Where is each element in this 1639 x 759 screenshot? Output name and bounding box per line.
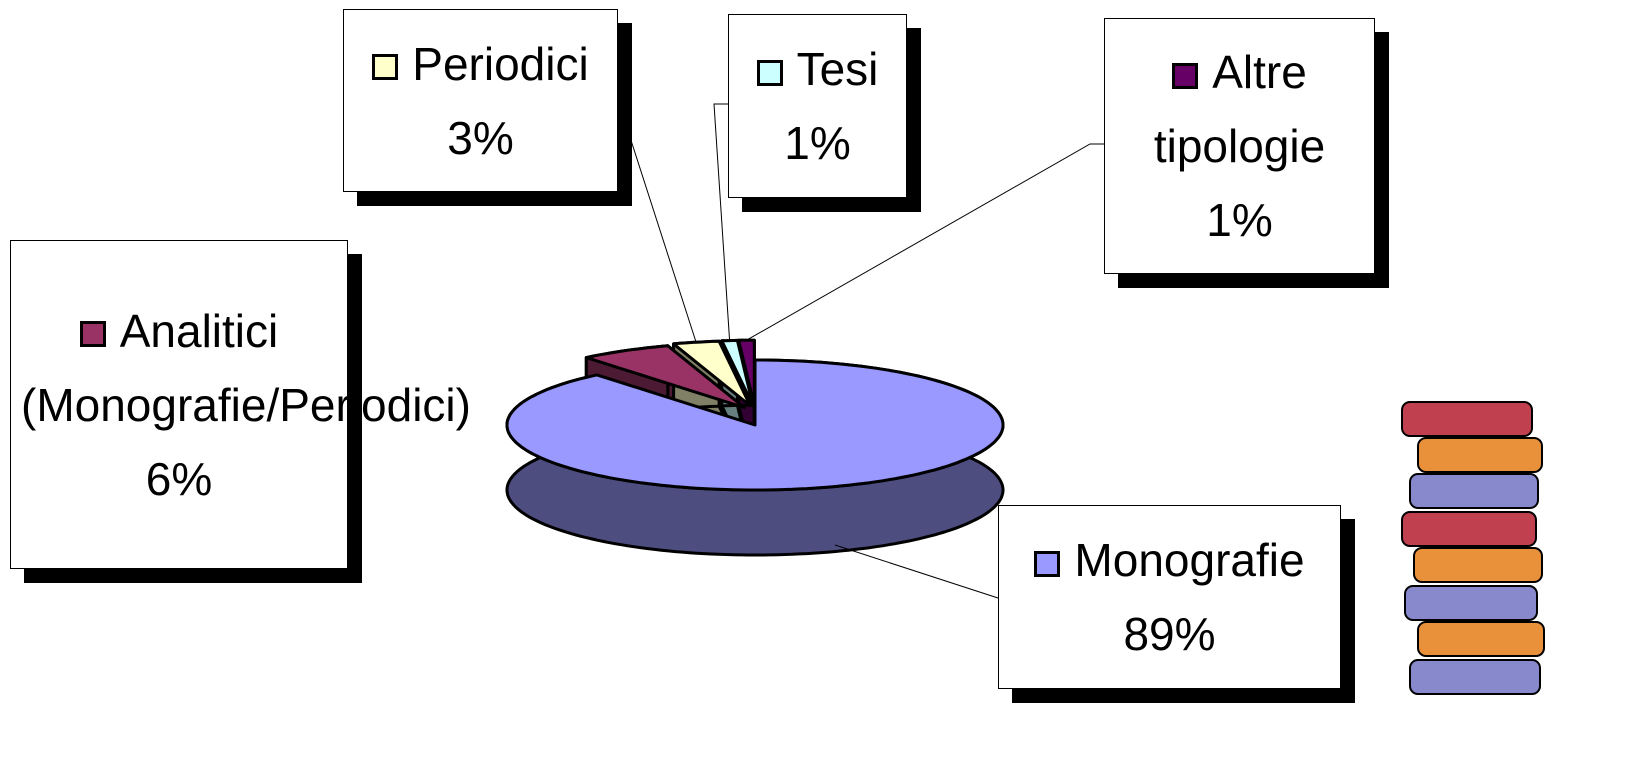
- book-stack: [1402, 402, 1544, 694]
- data-label: Periodici 3%: [343, 9, 618, 192]
- label-name-row: Tesi: [739, 32, 896, 106]
- label-name-row: Periodici: [354, 27, 607, 101]
- value-label: 1%: [1115, 183, 1364, 257]
- leader-line: [835, 545, 998, 598]
- legend-key: [1034, 551, 1060, 577]
- data-label: Tesi 1%: [728, 14, 907, 198]
- category-label: Tesi: [797, 43, 879, 95]
- category-label: Periodici: [412, 38, 588, 90]
- leader-line: [618, 100, 696, 342]
- value-label: 3%: [354, 101, 607, 175]
- value-label: 1%: [739, 106, 896, 180]
- legend-key: [80, 321, 106, 347]
- label-name-row: Altre tipologie: [1115, 35, 1364, 183]
- category-label: Monografie: [1074, 534, 1304, 586]
- legend-key: [757, 60, 783, 86]
- page: Monografie 89% Analitici (Monografie/Perio…: [0, 0, 1639, 759]
- value-label: 89%: [1009, 597, 1330, 671]
- legend-key: [1172, 63, 1198, 89]
- data-label: Monografie 89%: [998, 505, 1341, 689]
- data-label: Analitici (Monografie/Periodici)6%: [10, 240, 348, 569]
- label-name-row: Analitici (Monografie/Periodici): [21, 294, 337, 442]
- label-name-row: Monografie: [1009, 523, 1330, 597]
- legend-key: [372, 54, 398, 80]
- value-label: 6%: [21, 442, 337, 516]
